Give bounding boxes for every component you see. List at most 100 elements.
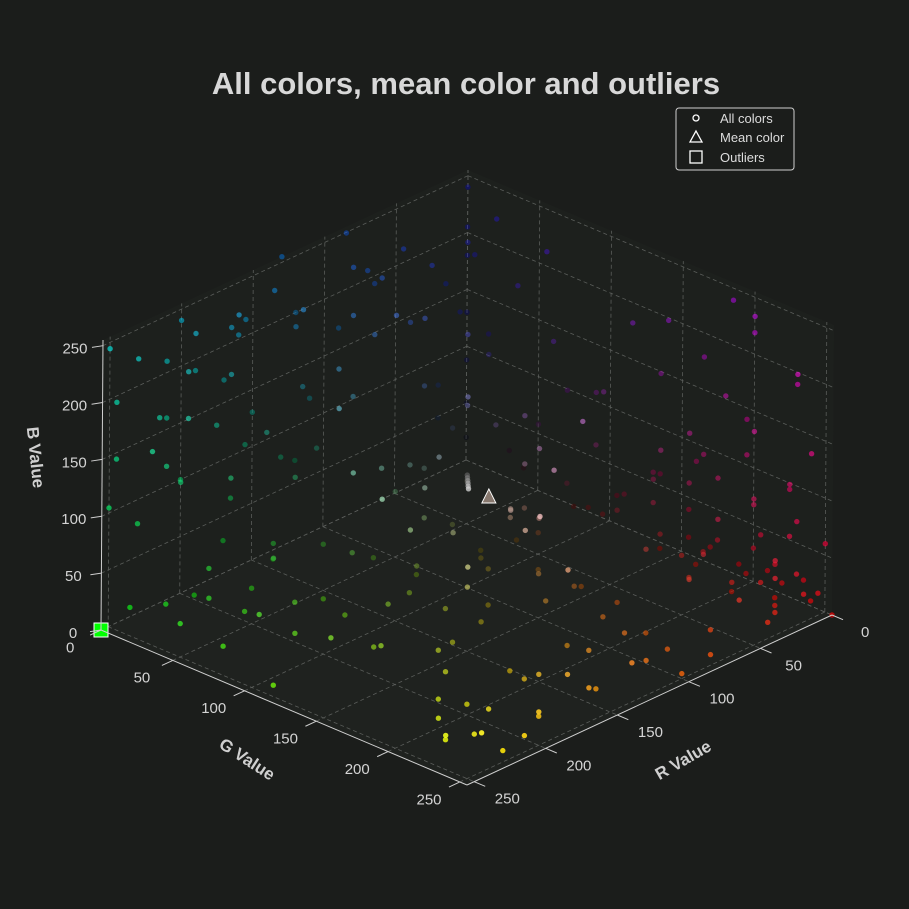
color-point — [707, 627, 714, 633]
color-point — [449, 639, 456, 645]
color-point — [507, 668, 513, 674]
color-point — [300, 307, 307, 313]
color-point — [493, 422, 499, 428]
color-point — [730, 297, 737, 303]
color-point — [435, 382, 441, 388]
grid-line-wall-g — [394, 203, 397, 494]
z-axis-line — [100, 339, 104, 631]
color-point — [248, 585, 255, 591]
x-axis-tick-label: 50 — [134, 670, 151, 687]
color-point — [220, 643, 226, 649]
color-point — [478, 547, 484, 553]
color-point — [328, 635, 334, 641]
color-point — [564, 387, 571, 393]
color-point — [744, 452, 750, 458]
color-point — [701, 451, 707, 457]
grid-line-wall-b-right — [467, 232, 834, 388]
color-point — [795, 371, 801, 378]
color-point — [764, 567, 771, 574]
color-point — [686, 576, 692, 583]
color-point — [185, 415, 192, 422]
legend-label-outliers: Outliers — [720, 150, 765, 165]
grid-line-wall-g — [179, 303, 183, 594]
color-point — [535, 571, 542, 577]
color-point — [522, 413, 528, 419]
x-axis-tick-label: 0 — [66, 639, 74, 656]
color-point — [193, 330, 199, 337]
color-point — [320, 541, 326, 547]
color-point — [407, 319, 414, 325]
color-point — [521, 505, 528, 511]
color-point — [687, 430, 693, 436]
color-point — [707, 544, 713, 550]
color-point — [600, 614, 606, 620]
color-point — [565, 567, 571, 573]
color-point — [800, 577, 807, 583]
grid-line-wall-r — [537, 200, 541, 491]
color-point — [407, 527, 414, 533]
color-point — [465, 184, 471, 190]
color-point — [177, 620, 183, 627]
legend-frame — [675, 107, 795, 171]
color-point — [243, 316, 249, 323]
color-point — [278, 454, 284, 460]
color-point — [300, 383, 306, 390]
color-point — [413, 571, 420, 578]
color-point — [421, 465, 427, 471]
color-point — [378, 643, 384, 649]
color-point — [822, 541, 828, 547]
x-axis-tick — [233, 690, 245, 697]
color-point — [543, 598, 549, 604]
color-point — [614, 599, 620, 606]
color-point — [564, 671, 571, 678]
x-axis-tick-label: 100 — [201, 700, 226, 717]
color-point — [221, 377, 227, 383]
color-point — [127, 604, 133, 611]
color-point — [643, 630, 649, 636]
color-point — [392, 488, 398, 495]
color-point — [728, 588, 735, 595]
color-point — [599, 511, 606, 517]
color-point — [807, 598, 814, 604]
x-axis-label: R Value — [652, 737, 715, 784]
color-point — [536, 709, 542, 715]
color-point — [686, 506, 692, 513]
color-point — [264, 429, 270, 436]
color-point — [406, 590, 413, 596]
color-point — [400, 246, 407, 252]
color-point — [464, 701, 470, 707]
color-point — [421, 515, 427, 521]
color-point — [715, 475, 721, 481]
color-point — [485, 331, 492, 337]
legend-square-icon — [689, 150, 703, 164]
color-point — [478, 619, 484, 625]
color-point — [464, 402, 471, 409]
color-point — [506, 447, 512, 454]
legend-triangle-icon — [688, 129, 704, 143]
color-point — [757, 579, 764, 586]
axes: 0 50 100 150 200 250 0 50 100 150 200 250 0 50 100 150 2… — [61, 339, 869, 808]
color-point — [107, 346, 113, 352]
color-point — [449, 521, 456, 528]
color-point — [772, 575, 778, 582]
grid-lines — [100, 169, 835, 783]
color-point — [551, 467, 557, 473]
grid-line-wall-g — [322, 236, 326, 527]
z-axis-tick-label: 250 — [62, 341, 87, 358]
color-point — [701, 354, 708, 360]
right-wall-pane — [466, 170, 834, 615]
color-point — [679, 670, 685, 677]
color-point — [535, 530, 541, 536]
color-point — [443, 281, 449, 287]
color-point — [571, 583, 577, 589]
legend: All colors Mean color Outliers — [675, 107, 795, 171]
color-point — [214, 422, 220, 428]
y-axis-tick-label: 100 — [709, 691, 734, 708]
color-point — [808, 451, 815, 457]
color-point — [478, 730, 485, 736]
grid-line-floor-g — [251, 559, 618, 716]
color-point — [521, 676, 527, 682]
color-point — [751, 428, 758, 435]
grid-line-wall-b-right — [466, 345, 833, 502]
